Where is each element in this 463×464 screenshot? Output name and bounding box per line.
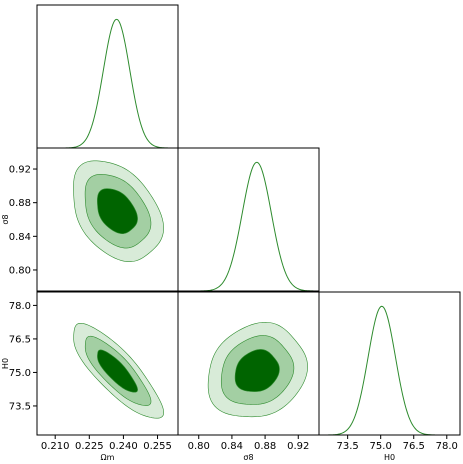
y-tick-label-h0: 76.5 (9, 334, 31, 345)
x-tick-label-sigma8: 0.80 (188, 441, 210, 452)
contour-1sigma-sigma8-h0 (234, 349, 280, 392)
x-tick-label-h0: 73.5 (337, 441, 359, 452)
y-tick-label-sigma8: 0.88 (9, 198, 31, 209)
x-tick-label-sigma8: 0.84 (221, 441, 243, 452)
marginal-curve-omegam (37, 18, 178, 149)
x-tick-label-h0: 78.0 (436, 441, 458, 452)
x-tick-label-h0: 76.5 (403, 441, 425, 452)
x-tick-label-omegam: 0.210 (41, 441, 70, 452)
marginal-curve-h0 (319, 305, 460, 436)
x-axis-label-sigma8: σ8 (243, 453, 253, 462)
y-tick-label-sigma8: 0.84 (9, 232, 31, 243)
marginal-curve-sigma8 (178, 161, 320, 292)
x-tick-label-sigma8: 0.88 (254, 441, 276, 452)
x-axis-label-h0: H0 (384, 453, 395, 462)
panel-frame-r0-c0 (36, 4, 179, 149)
x-axis-label-omegam: Ωm (101, 453, 115, 462)
y-tick-label-sigma8: 0.80 (9, 265, 31, 276)
x-tick-label-omegam: 0.255 (143, 441, 172, 452)
x-tick-label-omegam: 0.240 (109, 441, 138, 452)
panel-frame-r1-c1 (177, 147, 320, 292)
y-tick-label-sigma8: 0.92 (9, 165, 31, 176)
contour-1sigma-omegam-sigma8 (97, 188, 138, 234)
y-tick-label-h0: 78.0 (9, 301, 31, 312)
contour-1sigma-omegam-h0 (97, 349, 138, 393)
x-tick-label-h0: 75.0 (370, 441, 392, 452)
x-tick-label-sigma8: 0.92 (287, 441, 309, 452)
y-axis-label-h0: H0 (1, 358, 10, 369)
x-tick-label-omegam: 0.225 (75, 441, 104, 452)
y-axis-label-sigma8: σ8 (1, 214, 10, 224)
panel-frame-r2-c2 (318, 291, 461, 436)
y-tick-label-h0: 73.5 (9, 401, 31, 412)
y-tick-label-h0: 75.0 (9, 368, 31, 379)
